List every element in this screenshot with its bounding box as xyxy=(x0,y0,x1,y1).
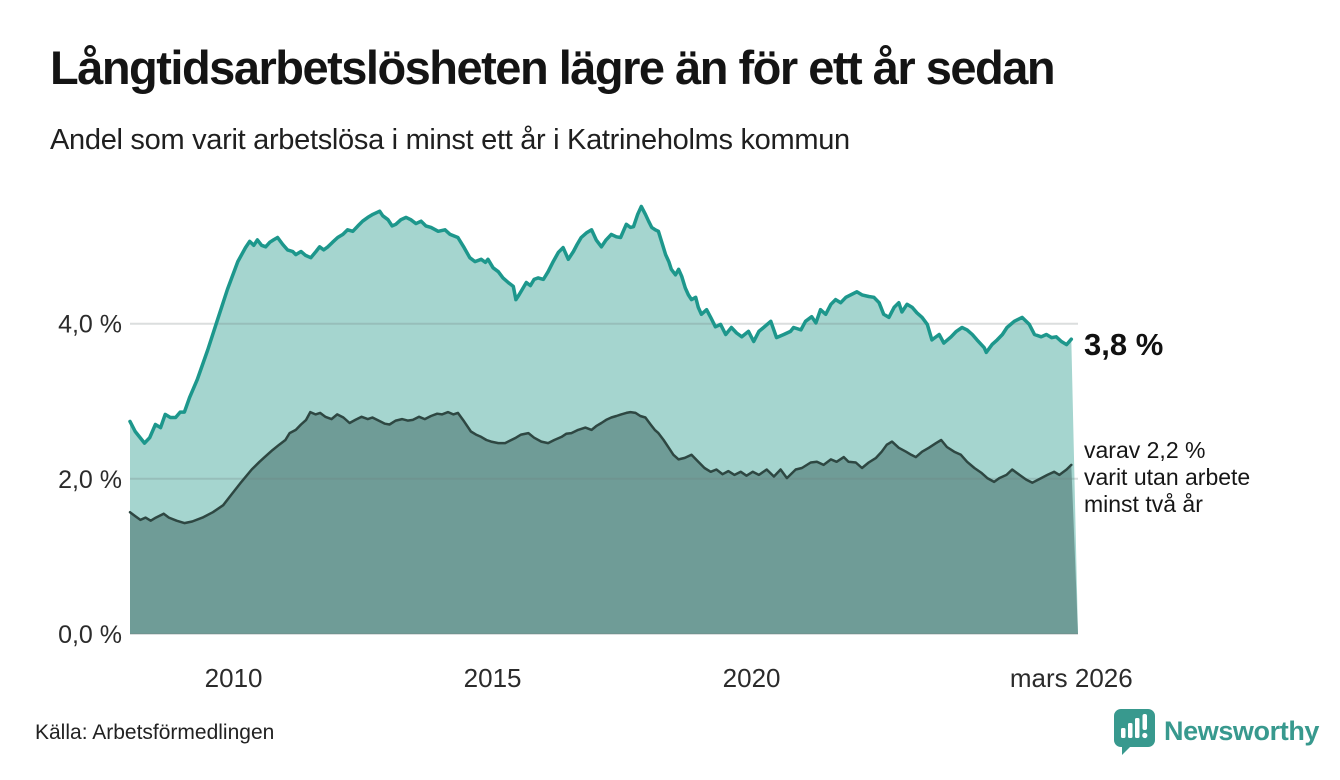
logo-bar-1 xyxy=(1121,728,1126,738)
annotation-line-3: minst två år xyxy=(1084,491,1203,517)
series-area-1 xyxy=(130,412,1078,634)
logo-bar-2 xyxy=(1128,723,1133,738)
y-axis-tick-label: 0,0 % xyxy=(58,621,122,649)
newsworthy-logo: Newsworthy xyxy=(1112,706,1319,756)
x-axis-tick-label: 2015 xyxy=(464,663,522,693)
page-title: Långtidsarbetslösheten lägre än för ett … xyxy=(50,41,1056,94)
source-note: Källa: Arbetsförmedlingen xyxy=(35,721,275,744)
secondary-series-annotation: varav 2,2 % varit utan arbete minst två … xyxy=(1084,437,1250,518)
series-line-0 xyxy=(128,204,1074,445)
latest-value-label: 3,8 % xyxy=(1084,327,1164,362)
newsworthy-logo-icon xyxy=(1114,709,1155,755)
x-axis-tick-label: 2020 xyxy=(723,663,781,693)
annotation-line-1: varav 2,2 % xyxy=(1084,437,1206,463)
x-axis-tick-label: mars 2026 xyxy=(1010,663,1133,693)
logo-exclamation-bar xyxy=(1142,714,1147,730)
y-axis-tick-label: 4,0 % xyxy=(58,311,122,339)
logo-bar-3 xyxy=(1135,718,1140,738)
annotation-line-2: varit utan arbete xyxy=(1084,464,1251,490)
logo-bubble-shape xyxy=(1114,709,1155,755)
newsworthy-logo-text: Newsworthy xyxy=(1164,715,1320,746)
area-chart: 0,0 % 2,0 % 4,0 % 2010 2015 2020 mars 2026 xyxy=(58,204,1133,693)
y-axis-tick-label: 2,0 % xyxy=(58,466,122,494)
x-axis-tick-label: 2010 xyxy=(205,663,263,693)
series-line-1 xyxy=(128,410,1073,525)
page-subtitle: Andel som varit arbetslösa i minst ett å… xyxy=(50,124,850,156)
logo-exclamation-dot xyxy=(1142,732,1148,739)
